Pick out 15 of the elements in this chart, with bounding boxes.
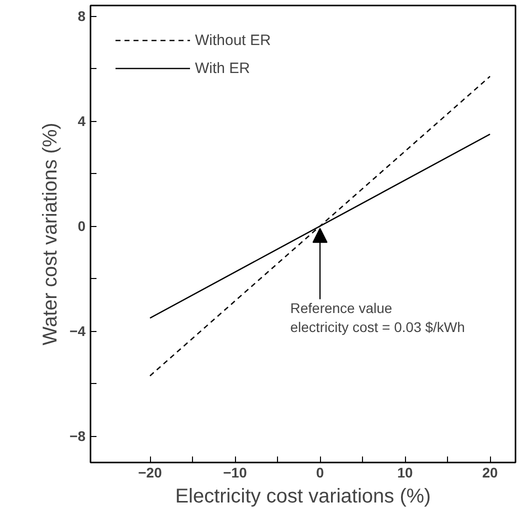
x-tick-label: −20: [138, 464, 162, 480]
legend-label: With ER: [195, 60, 250, 76]
legend-label: Without ER: [195, 32, 271, 48]
x-tick-label: −10: [223, 464, 248, 480]
annotation: Reference value electricity cost = 0.03 $/kWh: [290, 300, 465, 336]
y-axis-title: Water cost variations (%): [40, 122, 62, 346]
x-tick-label: 10: [397, 464, 413, 480]
y-tick-label: 0: [78, 218, 86, 234]
x-tick-label: 0: [316, 464, 324, 480]
y-tick-label: −8: [70, 428, 86, 444]
y-tick-label: −4: [70, 323, 86, 340]
x-tick-label: 20: [482, 464, 498, 480]
y-tick-label: 4: [78, 113, 86, 130]
x-axis-title: Electricity cost variations (%): [175, 486, 431, 508]
y-tick-label: 8: [78, 8, 86, 24]
